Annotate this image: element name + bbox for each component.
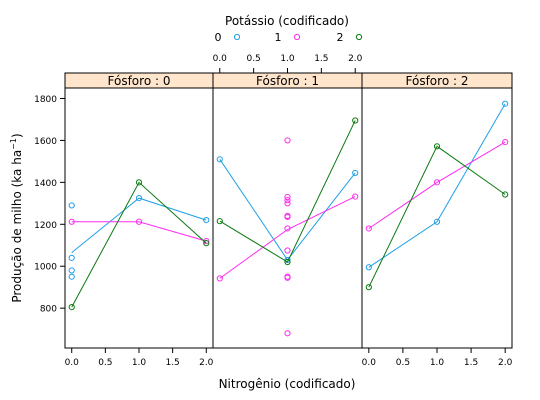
data-point-2-0-1 xyxy=(433,218,441,225)
data-point-2-2-2 xyxy=(502,191,509,198)
x-tick-label-1-0: 0.0 xyxy=(213,54,228,64)
data-point-1-1-8 xyxy=(284,247,291,254)
data-point-0-2-0 xyxy=(68,304,75,311)
data-point-1-1-7 xyxy=(284,225,291,232)
legend-marker-1 xyxy=(293,33,301,41)
y-axis-title-close: ) xyxy=(10,133,24,138)
legend-marker-2 xyxy=(355,33,363,41)
data-point-1-1-6 xyxy=(284,213,291,221)
x-tick-label-2-4: 2.0 xyxy=(498,358,513,368)
y-tick-label-4: 1600 xyxy=(34,137,57,147)
data-point-0-0-4 xyxy=(135,194,143,202)
y-tick-label-1: 1000 xyxy=(34,263,57,273)
data-point-2-0-2 xyxy=(502,100,509,107)
data-point-1-2-2 xyxy=(352,117,359,124)
y-axis-title-superscript: −1 xyxy=(9,138,18,150)
legend-label-2: 2 xyxy=(337,31,344,44)
panel-strip-label-2: Fósforo : 2 xyxy=(406,74,469,88)
panel-0: Fósforo : 0 0.0 0.5 1.0 1.5 2.0 xyxy=(64,72,214,368)
x-tick-label-0-4: 2.0 xyxy=(199,358,214,368)
data-point-2-0-0 xyxy=(365,264,372,271)
data-point-0-2-2 xyxy=(203,240,210,247)
data-point-0-0-3 xyxy=(68,273,75,280)
x-tick-label-2-1: 0.5 xyxy=(396,358,410,368)
x-tick-label-0-2: 1.0 xyxy=(132,358,147,368)
series-line-2-1 xyxy=(368,141,506,229)
data-point-1-1-1 xyxy=(284,137,291,144)
x-axis-title: Nitrogênio (codificado) xyxy=(219,377,356,391)
y-axis: 800 1000 1200 1400 1600 1800 xyxy=(34,95,65,315)
legend-marker-0 xyxy=(233,33,241,41)
data-point-0-0-2 xyxy=(68,267,75,274)
data-point-1-1-11 xyxy=(284,330,291,337)
x-tick-label-1-3: 1.5 xyxy=(314,54,328,64)
panel-strip-label-1: Fósforo : 1 xyxy=(256,74,319,88)
data-point-1-1-4 xyxy=(284,200,291,207)
legend-title: Potássio (codificado) xyxy=(225,14,349,28)
x-tick-label-2-2: 1.0 xyxy=(430,358,445,368)
x-tick-label-1-1: 0.5 xyxy=(246,54,260,64)
y-tick-label-0: 800 xyxy=(40,305,57,315)
x-tick-label-1-2: 1.0 xyxy=(280,54,295,64)
data-point-2-2-0 xyxy=(365,284,372,291)
legend: Potássio (codificado) 0 1 2 xyxy=(215,14,363,44)
series-line-1-2 xyxy=(219,120,356,263)
data-point-0-0-5 xyxy=(203,216,210,224)
data-point-2-1-1 xyxy=(433,179,441,186)
series-line-0-2 xyxy=(71,181,207,308)
series-line-2-0 xyxy=(368,103,506,268)
data-point-0-1-0 xyxy=(68,218,75,225)
series-line-1-1 xyxy=(219,196,356,279)
y-tick-label-3: 1400 xyxy=(34,179,57,189)
data-point-1-1-2 xyxy=(284,193,291,201)
y-tick-label-2: 1200 xyxy=(34,221,57,231)
x-tick-label-0-0: 0.0 xyxy=(65,358,80,368)
series-line-0-1 xyxy=(71,221,207,242)
data-point-1-1-12 xyxy=(352,193,359,200)
data-point-1-1-0 xyxy=(216,275,223,282)
legend-label-0: 0 xyxy=(215,31,222,44)
data-point-0-2-1 xyxy=(135,179,143,186)
data-point-0-1-1 xyxy=(135,218,143,225)
x-tick-label-2-3: 1.5 xyxy=(464,358,478,368)
y-axis-title-main: Produção de milho (ka ha xyxy=(10,150,24,303)
data-point-0-0-1 xyxy=(68,254,75,261)
panel-frame-1 xyxy=(212,87,363,349)
panel-1: Fósforo : 1 0.0 0.5 1.0 1.5 2.0 xyxy=(212,54,363,349)
legend-label-1: 1 xyxy=(275,31,282,44)
series-line-2-2 xyxy=(368,145,506,288)
data-point-2-2-1 xyxy=(433,143,441,150)
y-axis-title: Produção de milho (ka ha−1) xyxy=(9,133,24,302)
data-point-1-1-10 xyxy=(284,274,291,281)
x-tick-label-1-4: 2.0 xyxy=(348,54,363,64)
panel-frame-0 xyxy=(64,87,214,349)
series-line-1-0 xyxy=(219,159,356,261)
data-point-1-0-2 xyxy=(352,169,359,177)
x-tick-label-2-0: 0.0 xyxy=(362,358,377,368)
series-line-0-0 xyxy=(71,197,207,253)
y-tick-label-5: 1800 xyxy=(34,95,57,105)
x-tick-label-0-1: 0.5 xyxy=(98,358,112,368)
data-point-2-1-0 xyxy=(365,225,372,232)
data-point-2-1-2 xyxy=(502,138,509,146)
data-point-1-0-0 xyxy=(216,156,223,163)
data-point-1-1-3 xyxy=(284,197,291,204)
data-point-1-2-0 xyxy=(216,218,223,225)
x-tick-label-0-3: 1.5 xyxy=(165,358,179,368)
panel-strip-label-0: Fósforo : 0 xyxy=(108,74,171,88)
data-point-1-2-1 xyxy=(284,258,291,266)
panel-2: Fósforo : 2 0.0 0.5 1.0 1.5 2.0 xyxy=(361,72,513,368)
panels: Fósforo : 0 0.0 0.5 1.0 1.5 2.0 Fósforo : 1 0.0… xyxy=(64,54,513,368)
data-point-0-0-0 xyxy=(68,202,75,209)
